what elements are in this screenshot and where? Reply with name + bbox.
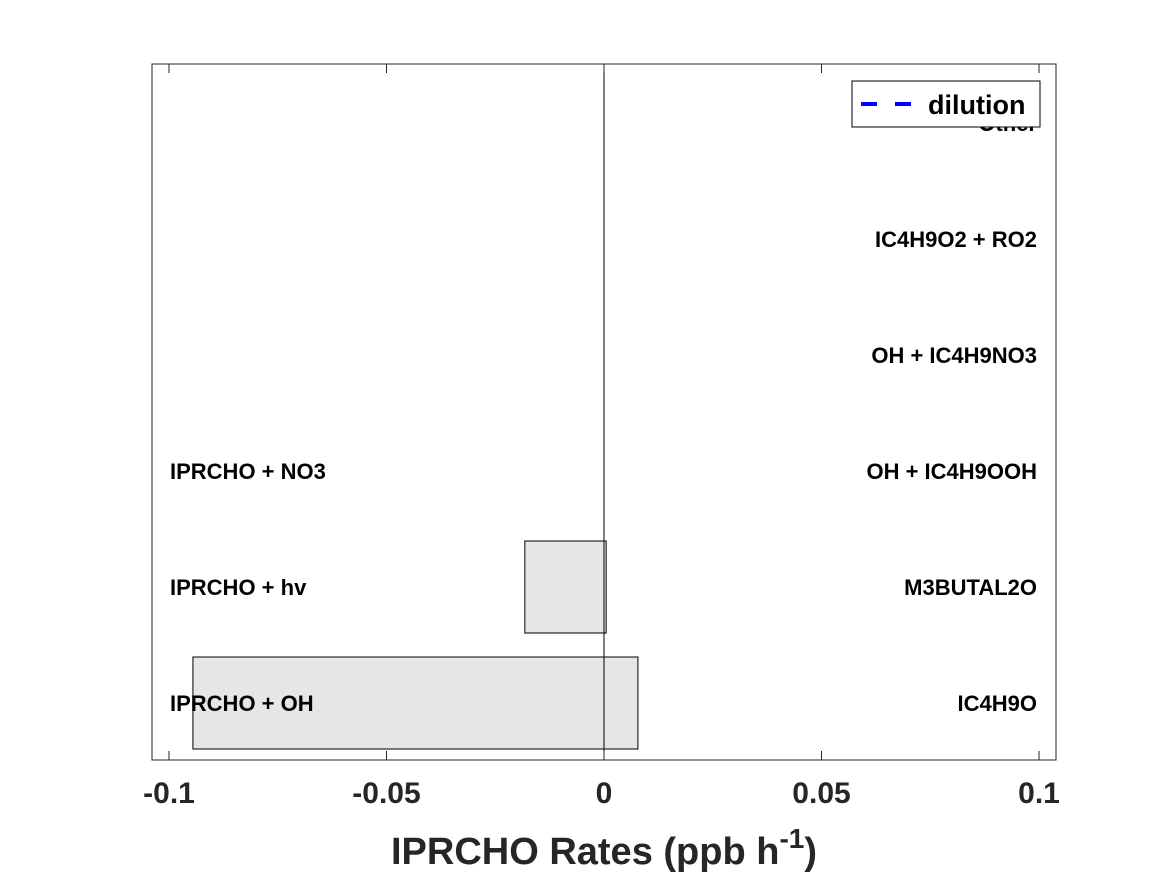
production-label-1: IC4H9O: [958, 691, 1037, 716]
x-tick-label-3: 0.05: [792, 777, 850, 810]
x-tick-label-1: -0.05: [352, 777, 420, 810]
bar-1: [192, 656, 639, 750]
x-axis-label-suffix: ): [804, 831, 817, 873]
ticks-layer: -0.1 -0.05 0 0.05 0.1: [143, 64, 1060, 810]
x-axis-label: IPRCHO Rates (ppb h-1): [391, 823, 817, 873]
bars-layer: [192, 540, 639, 750]
x-tick-label-4: 0.1: [1018, 777, 1060, 810]
labels-layer: IPRCHO + OH IPRCHO + hv IPRCHO + NO3 IC4H9O…: [170, 111, 1037, 716]
legend: dilution: [851, 80, 1041, 128]
x-tick-label-2: 0: [596, 777, 613, 810]
x-axis-label-superscript: -1: [779, 823, 804, 854]
production-label-3: OH + IC4H9OOH: [866, 459, 1037, 484]
production-label-4: OH + IC4H9NO3: [871, 343, 1037, 368]
loss-label-3: IPRCHO + NO3: [170, 459, 326, 484]
bar-2: [524, 540, 607, 634]
x-axis-label-text: IPRCHO Rates (ppb h: [391, 831, 779, 873]
loss-label-1: IPRCHO + OH: [170, 691, 314, 716]
legend-label-dilution: dilution: [928, 90, 1025, 120]
production-label-5: IC4H9O2 + RO2: [875, 227, 1037, 252]
legend-box: [851, 80, 1041, 128]
x-tick-label-0: -0.1: [143, 777, 195, 810]
production-label-2: M3BUTAL2O: [904, 575, 1037, 600]
loss-label-2: IPRCHO + hv: [170, 575, 307, 600]
